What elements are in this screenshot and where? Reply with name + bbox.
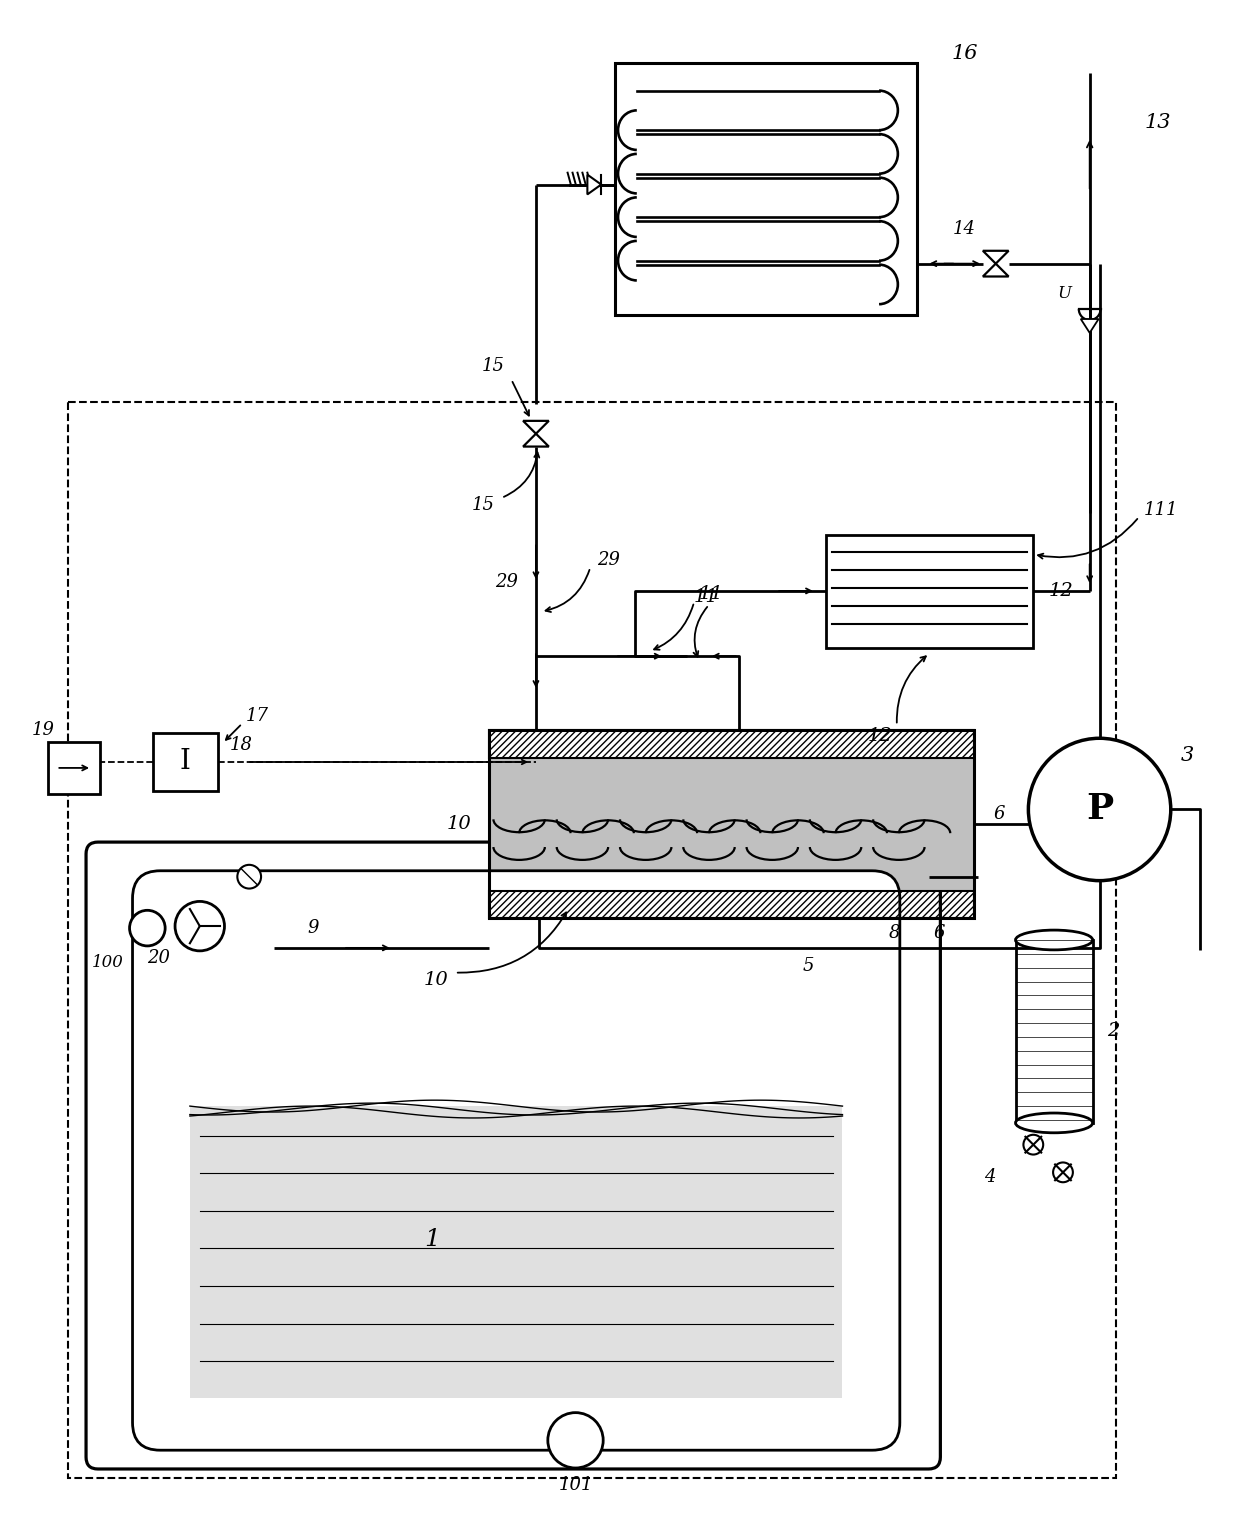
Bar [826,535,1033,649]
Text: 8: 8 [889,924,900,943]
Text: 111: 111 [1145,501,1178,519]
Text: 18: 18 [229,736,253,754]
Circle shape [1023,1135,1043,1154]
Text: 13: 13 [1145,113,1171,133]
Polygon shape [983,263,1008,277]
Bar [190,1106,842,1398]
Text: 17: 17 [246,707,268,725]
Bar [490,731,973,758]
Text: I: I [180,748,191,775]
Text: 2: 2 [1107,1022,1120,1040]
Text: 100: 100 [92,955,124,972]
Text: 6: 6 [993,806,1006,824]
Bar [615,62,916,315]
Text: 11: 11 [694,588,719,606]
FancyBboxPatch shape [133,871,900,1450]
Ellipse shape [1016,931,1092,950]
Circle shape [129,911,165,946]
Text: P: P [1086,792,1114,827]
Text: 9: 9 [308,918,319,937]
Bar [1016,940,1092,1122]
Polygon shape [523,434,549,446]
Text: 29: 29 [495,573,518,591]
Circle shape [175,902,224,950]
Text: 20: 20 [148,949,170,967]
Bar [490,731,973,918]
Circle shape [1028,739,1171,880]
Polygon shape [1081,318,1099,334]
Text: 15: 15 [471,496,495,513]
Circle shape [237,865,262,888]
Bar [154,733,217,790]
Text: 101: 101 [558,1476,593,1494]
Text: 5: 5 [802,956,813,975]
Text: 10: 10 [446,815,471,833]
Bar [48,742,100,793]
Text: 29: 29 [598,551,620,570]
Text: 1: 1 [424,1228,440,1250]
Text: 11: 11 [699,585,724,603]
Text: 12: 12 [1048,582,1073,600]
Polygon shape [983,251,1008,263]
Text: 16: 16 [951,44,978,62]
Text: 10: 10 [423,970,448,988]
Text: 3: 3 [1180,746,1194,765]
Bar [68,402,1116,1477]
Text: U: U [1058,285,1071,302]
Text: 15: 15 [481,358,505,376]
Text: 12: 12 [867,728,892,745]
Polygon shape [523,420,549,434]
Circle shape [1053,1162,1073,1182]
Text: 19: 19 [32,722,55,739]
Text: 14: 14 [954,219,976,238]
Ellipse shape [1016,1113,1092,1133]
Circle shape [548,1413,603,1468]
Text: 6: 6 [934,924,945,943]
Text: 4: 4 [985,1168,996,1186]
FancyBboxPatch shape [86,842,940,1470]
Bar [490,891,973,918]
Polygon shape [588,175,601,195]
Bar [490,758,973,891]
